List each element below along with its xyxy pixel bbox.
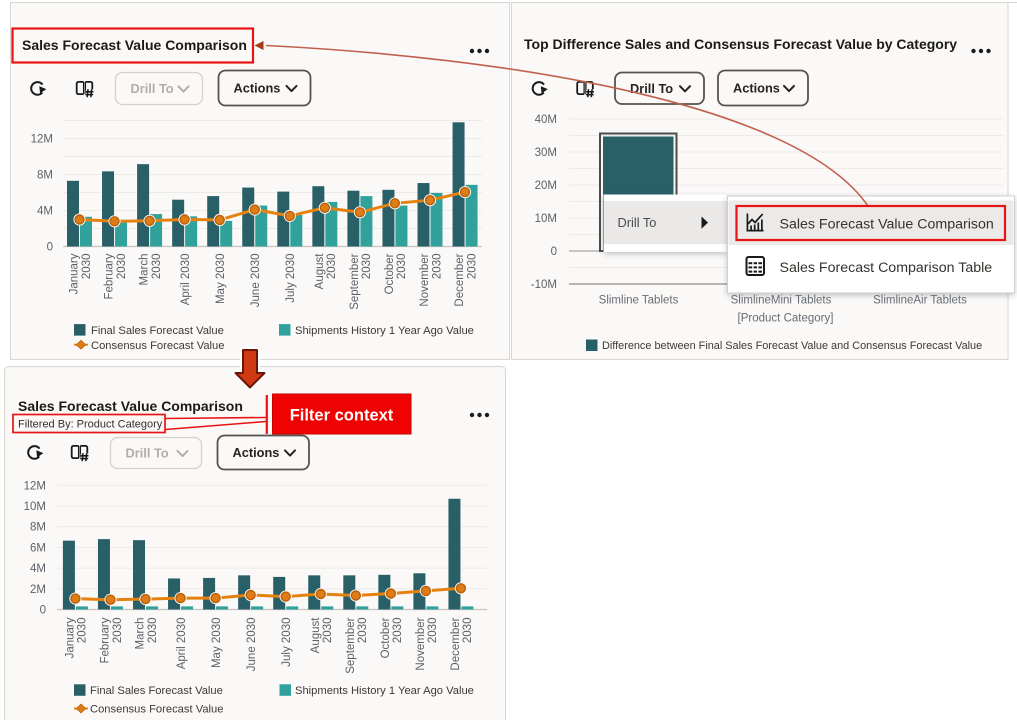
svg-text:2030: 2030 <box>81 254 93 280</box>
svg-text:SlimlineMini Tablets: SlimlineMini Tablets <box>731 295 832 307</box>
svg-text:2030: 2030 <box>427 618 439 644</box>
svg-text:2M: 2M <box>30 584 46 596</box>
svg-text:November: November <box>419 253 431 306</box>
svg-text:Actions: Actions <box>233 445 280 460</box>
svg-text:Drill To: Drill To <box>630 81 673 96</box>
svg-text:Sales Forecast Comparison Tabl: Sales Forecast Comparison Table <box>780 260 993 276</box>
svg-text:2030: 2030 <box>361 254 373 280</box>
svg-text:Sales Forecast Value Compariso: Sales Forecast Value Comparison <box>18 398 243 414</box>
svg-text:2030: 2030 <box>431 254 443 280</box>
svg-text:SlimlineAir Tablets: SlimlineAir Tablets <box>873 295 967 307</box>
svg-text:January: January <box>69 253 81 294</box>
svg-text:Filter context: Filter context <box>290 407 394 425</box>
svg-text:2030: 2030 <box>147 618 159 644</box>
svg-text:December: December <box>454 253 466 306</box>
svg-text:2030: 2030 <box>326 254 338 280</box>
svg-text:Top Difference Sales and Conse: Top Difference Sales and Consensus Forec… <box>524 36 957 52</box>
svg-text:January: January <box>64 617 76 658</box>
svg-text:Consensus Forecast Value: Consensus Forecast Value <box>91 340 225 352</box>
svg-text:June 2030: June 2030 <box>250 254 262 308</box>
svg-text:0: 0 <box>551 246 557 258</box>
svg-text:Consensus Forecast Value: Consensus Forecast Value <box>90 704 224 716</box>
svg-text:Filtered By: Product Category: Filtered By: Product Category <box>18 419 163 431</box>
svg-text:Sales Forecast Value Compariso: Sales Forecast Value Comparison <box>22 37 247 53</box>
svg-text:Drill To: Drill To <box>618 215 657 230</box>
svg-text:Final Sales Forecast Value: Final Sales Forecast Value <box>91 325 224 337</box>
svg-text:May 2030: May 2030 <box>211 618 223 669</box>
svg-text:February: February <box>104 253 116 299</box>
svg-text:40M: 40M <box>535 114 557 126</box>
svg-text:0: 0 <box>47 242 53 254</box>
svg-text:-10M: -10M <box>531 279 557 291</box>
svg-text:Actions: Actions <box>733 81 780 96</box>
svg-text:2030: 2030 <box>322 618 334 644</box>
svg-text:8M: 8M <box>37 170 53 182</box>
svg-text:Drill To: Drill To <box>126 446 169 461</box>
svg-text:2030: 2030 <box>396 254 408 280</box>
svg-text:March: March <box>139 254 151 286</box>
svg-text:Actions: Actions <box>234 81 281 96</box>
svg-text:20M: 20M <box>535 180 557 192</box>
svg-text:April 2030: April 2030 <box>180 254 192 306</box>
svg-text:June 2030: June 2030 <box>246 618 258 672</box>
svg-text:4M: 4M <box>37 206 53 218</box>
svg-text:0: 0 <box>40 605 46 617</box>
svg-text:Shipments History 1 Year Ago V: Shipments History 1 Year Ago Value <box>295 685 474 697</box>
svg-text:July 2030: July 2030 <box>281 618 293 667</box>
svg-text:6M: 6M <box>30 542 46 554</box>
svg-text:4M: 4M <box>30 563 46 575</box>
svg-text:March: March <box>135 618 147 650</box>
svg-text:8M: 8M <box>30 522 46 534</box>
svg-text:2030: 2030 <box>112 618 124 644</box>
svg-text:2030: 2030 <box>357 618 369 644</box>
svg-text:September: September <box>345 617 357 673</box>
svg-text:[Product Category]: [Product Category] <box>738 313 834 325</box>
svg-text:February: February <box>100 617 112 663</box>
svg-text:2030: 2030 <box>462 618 474 644</box>
svg-text:Sales Forecast Value Compariso: Sales Forecast Value Comparison <box>780 217 994 233</box>
svg-text:November: November <box>415 617 427 670</box>
svg-text:Slimline Tablets: Slimline Tablets <box>599 295 679 307</box>
svg-text:September: September <box>349 253 361 309</box>
svg-text:May 2030: May 2030 <box>215 254 227 305</box>
svg-text:Difference between Final Sales: Difference between Final Sales Forecast … <box>602 340 982 352</box>
svg-text:August: August <box>310 617 322 654</box>
svg-text:October: October <box>384 253 396 294</box>
svg-text:Shipments History 1 Year Ago V: Shipments History 1 Year Ago Value <box>295 325 474 337</box>
svg-text:December: December <box>450 617 462 670</box>
svg-text:10M: 10M <box>535 213 557 225</box>
svg-text:2030: 2030 <box>466 254 478 280</box>
svg-text:2030: 2030 <box>116 254 128 280</box>
svg-text:July 2030: July 2030 <box>285 254 297 303</box>
svg-text:12M: 12M <box>24 480 46 492</box>
svg-text:October: October <box>380 617 392 658</box>
svg-text:2030: 2030 <box>392 618 404 644</box>
svg-text:August: August <box>314 253 326 290</box>
svg-text:2030: 2030 <box>151 254 163 280</box>
svg-text:Final Sales Forecast Value: Final Sales Forecast Value <box>90 685 223 697</box>
svg-text:30M: 30M <box>535 147 557 159</box>
svg-text:10M: 10M <box>24 501 46 513</box>
svg-text:April 2030: April 2030 <box>176 618 188 670</box>
svg-text:12M: 12M <box>31 134 53 146</box>
svg-text:Drill To: Drill To <box>131 81 174 96</box>
svg-text:2030: 2030 <box>77 618 89 644</box>
